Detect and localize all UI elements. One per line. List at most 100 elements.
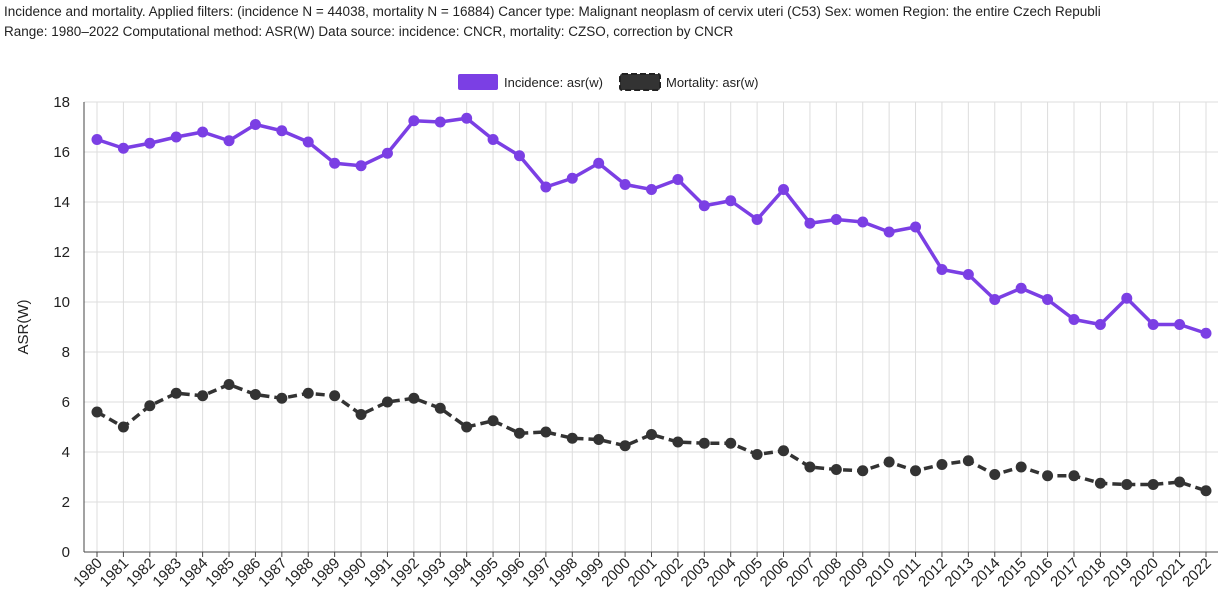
legend-label-0[interactable]: Incidence: asr(w) bbox=[504, 75, 603, 90]
data-point-0[interactable] bbox=[223, 135, 235, 147]
data-point-1[interactable] bbox=[1094, 477, 1106, 489]
data-point-1[interactable] bbox=[540, 426, 552, 438]
data-point-0[interactable] bbox=[698, 200, 710, 212]
data-point-0[interactable] bbox=[883, 226, 895, 238]
data-point-0[interactable] bbox=[1015, 282, 1027, 294]
data-point-1[interactable] bbox=[1042, 470, 1054, 482]
x-tick-label: 2019 bbox=[1100, 555, 1136, 591]
data-point-1[interactable] bbox=[223, 379, 235, 390]
data-point-1[interactable] bbox=[883, 456, 895, 468]
x-tick-label: 2022 bbox=[1179, 555, 1215, 591]
data-point-1[interactable] bbox=[672, 436, 684, 448]
data-point-0[interactable] bbox=[197, 126, 209, 138]
data-point-0[interactable] bbox=[1121, 292, 1133, 304]
data-point-1[interactable] bbox=[302, 387, 314, 399]
x-tick-label: 1983 bbox=[149, 555, 185, 591]
data-point-0[interactable] bbox=[1068, 314, 1080, 325]
x-tick-label: 2021 bbox=[1153, 555, 1189, 591]
data-point-0[interactable] bbox=[91, 134, 103, 145]
data-point-1[interactable] bbox=[725, 437, 737, 449]
data-point-0[interactable] bbox=[487, 134, 499, 145]
data-point-1[interactable] bbox=[1068, 470, 1080, 482]
data-point-1[interactable] bbox=[1200, 485, 1212, 497]
data-point-1[interactable] bbox=[778, 445, 790, 457]
data-point-0[interactable] bbox=[540, 181, 552, 193]
data-point-0[interactable] bbox=[329, 157, 341, 169]
data-point-1[interactable] bbox=[197, 390, 209, 402]
data-point-1[interactable] bbox=[381, 396, 393, 408]
data-point-0[interactable] bbox=[1174, 319, 1186, 330]
data-point-0[interactable] bbox=[276, 125, 288, 137]
data-point-1[interactable] bbox=[962, 455, 974, 467]
data-point-0[interactable] bbox=[461, 112, 473, 124]
y-tick-label: 4 bbox=[62, 444, 70, 461]
data-point-1[interactable] bbox=[461, 421, 473, 433]
x-tick-label: 1980 bbox=[70, 555, 106, 591]
data-point-0[interactable] bbox=[910, 221, 922, 233]
data-point-0[interactable] bbox=[672, 174, 684, 185]
data-point-1[interactable] bbox=[910, 465, 922, 477]
data-point-1[interactable] bbox=[593, 434, 605, 445]
data-point-0[interactable] bbox=[144, 137, 156, 149]
data-point-1[interactable] bbox=[355, 409, 367, 420]
data-point-1[interactable] bbox=[857, 465, 869, 477]
data-point-0[interactable] bbox=[989, 294, 1001, 305]
data-point-1[interactable] bbox=[1015, 461, 1027, 473]
data-point-1[interactable] bbox=[170, 387, 182, 399]
data-point-0[interactable] bbox=[513, 150, 525, 162]
data-point-1[interactable] bbox=[1174, 476, 1186, 488]
data-point-1[interactable] bbox=[619, 440, 631, 452]
data-point-0[interactable] bbox=[408, 115, 420, 127]
data-point-1[interactable] bbox=[117, 421, 129, 433]
data-point-0[interactable] bbox=[830, 214, 842, 225]
data-point-0[interactable] bbox=[593, 157, 605, 169]
data-point-1[interactable] bbox=[989, 469, 1001, 480]
data-point-1[interactable] bbox=[276, 392, 288, 404]
data-point-1[interactable] bbox=[646, 429, 657, 440]
data-point-0[interactable] bbox=[646, 184, 657, 195]
x-tick-label: 1986 bbox=[229, 555, 265, 591]
legend-label-1[interactable]: Mortality: asr(w) bbox=[666, 75, 758, 90]
data-point-0[interactable] bbox=[434, 116, 446, 128]
data-point-0[interactable] bbox=[249, 119, 261, 130]
data-point-0[interactable] bbox=[170, 131, 182, 143]
y-tick-label: 16 bbox=[53, 144, 70, 161]
data-point-1[interactable] bbox=[91, 406, 103, 418]
data-point-0[interactable] bbox=[117, 142, 129, 154]
data-point-1[interactable] bbox=[144, 400, 156, 412]
data-point-1[interactable] bbox=[1147, 479, 1159, 490]
data-point-1[interactable] bbox=[1121, 479, 1133, 490]
data-point-1[interactable] bbox=[513, 427, 525, 439]
y-tick-label: 18 bbox=[53, 94, 70, 111]
chart-header: Incidence and mortality. Applied filters… bbox=[4, 2, 1226, 42]
data-point-1[interactable] bbox=[329, 390, 341, 402]
data-point-0[interactable] bbox=[857, 216, 869, 228]
data-point-0[interactable] bbox=[302, 136, 314, 148]
legend[interactable]: Incidence: asr(w) Mortality: asr(w) bbox=[458, 73, 758, 91]
data-point-0[interactable] bbox=[1147, 319, 1159, 330]
data-point-0[interactable] bbox=[751, 214, 763, 225]
data-point-0[interactable] bbox=[1042, 294, 1054, 305]
data-point-0[interactable] bbox=[1200, 327, 1212, 339]
data-point-0[interactable] bbox=[381, 147, 393, 159]
data-point-0[interactable] bbox=[804, 217, 816, 229]
data-point-0[interactable] bbox=[355, 160, 367, 172]
data-point-1[interactable] bbox=[487, 415, 499, 427]
y-tick-label: 14 bbox=[53, 194, 70, 211]
data-point-1[interactable] bbox=[936, 459, 948, 470]
data-point-1[interactable] bbox=[751, 449, 763, 460]
data-point-1[interactable] bbox=[830, 464, 842, 475]
data-point-0[interactable] bbox=[566, 172, 578, 184]
data-point-1[interactable] bbox=[249, 389, 261, 400]
data-point-1[interactable] bbox=[408, 392, 420, 404]
data-point-0[interactable] bbox=[778, 184, 790, 195]
data-point-1[interactable] bbox=[698, 437, 710, 449]
data-point-0[interactable] bbox=[936, 264, 948, 275]
data-point-0[interactable] bbox=[725, 195, 737, 207]
data-point-0[interactable] bbox=[1094, 319, 1106, 330]
data-point-1[interactable] bbox=[434, 402, 446, 414]
data-point-1[interactable] bbox=[566, 432, 578, 444]
data-point-0[interactable] bbox=[962, 269, 974, 280]
data-point-1[interactable] bbox=[804, 461, 816, 473]
data-point-0[interactable] bbox=[619, 179, 631, 190]
